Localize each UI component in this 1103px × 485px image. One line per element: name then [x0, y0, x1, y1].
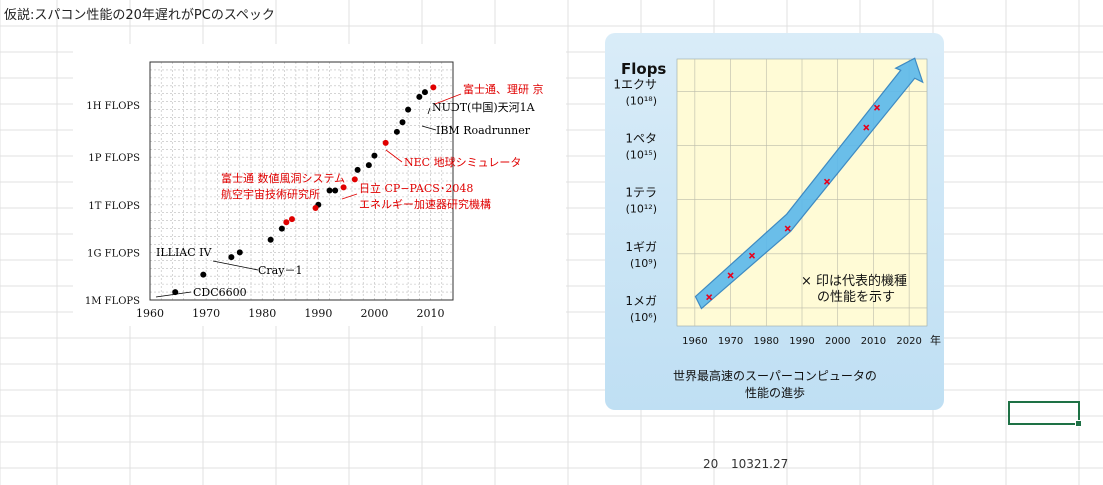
chart2-y-axis-title: Flops: [621, 60, 666, 78]
chart1-point-black: [326, 187, 333, 194]
cell-year-value[interactable]: 20: [703, 457, 719, 471]
chart2-marker-x: [706, 294, 713, 301]
chart2-marker-x: [748, 252, 756, 259]
chart2-caption-line1: 世界最高速のスーパーコンピュータの: [673, 368, 877, 383]
chart1-annotation: NUDT(中国)天河1A: [432, 101, 536, 114]
chart1-x-tick: 1960: [136, 307, 164, 320]
chart1-point-black: [228, 254, 235, 261]
chart1-annotation: 富士通、理研 京: [463, 82, 544, 96]
chart1-point-red: [283, 219, 290, 226]
chart1-y-tick: 1G FLOPS: [87, 248, 140, 259]
cell-number-value[interactable]: 10321.27: [731, 457, 789, 471]
chart1-point-black: [354, 166, 361, 173]
chart2-y-tick: 1ギガ: [625, 240, 657, 254]
chart1-point-red: [340, 184, 347, 191]
chart2-y-tick: 1メガ: [625, 294, 657, 308]
chart2-legend-line1: × 印は代表的機種: [801, 273, 907, 289]
chart1-x-tick: 1990: [304, 307, 332, 320]
chart1-point-black: [200, 271, 207, 278]
chart1-annotation-leader: [212, 260, 259, 271]
chart2-y-tick-exp: (10¹⁵): [626, 149, 657, 162]
chart2-marker-x: [863, 124, 870, 131]
chart1-annotation: 日立 CP−PACS･2048: [359, 181, 473, 195]
supercomputer-progress-figure[interactable]: Flops 1メガ (10⁶) 1ギガ (10⁹) 1テラ (10¹²) 1ペタ (10¹⁵) 1…: [605, 33, 944, 410]
chart1-point-red: [430, 84, 437, 91]
fill-handle[interactable]: [1075, 420, 1082, 427]
chart1-annotation: IBM Roadrunner: [436, 124, 531, 137]
chart1-point-black: [405, 106, 412, 113]
chart1-annotation-leader: [385, 149, 403, 163]
chart1-point-black: [236, 249, 243, 256]
chart2-x-tick: 1990: [789, 336, 814, 347]
chart1-x-tick: 2010: [417, 307, 445, 320]
chart1-point-black: [267, 236, 274, 243]
chart1-annotation-leader: [155, 291, 192, 298]
chart2-marker-x: [727, 272, 734, 279]
chart1-point-black: [278, 225, 285, 232]
supercomputer-history-plot: 1960 1970 1980 1990 2000 2010 1M FLOPS 1G FLOPS…: [85, 61, 544, 320]
chart1-point-black: [172, 289, 179, 296]
chart1-point-black: [393, 128, 400, 135]
chart1-annotation-leader: [434, 93, 462, 105]
chart2-x-tick: 1970: [718, 336, 743, 347]
chart2-y-tick: 1ペタ: [625, 132, 657, 146]
chart1-plot-frame: [149, 61, 454, 301]
chart1-x-tick: 1980: [248, 307, 276, 320]
chart2-y-tick-exp: (10⁶): [630, 311, 657, 324]
chart1-x-tick: 1970: [192, 307, 220, 320]
supercomputer-progress-plot: Flops 1メガ (10⁶) 1ギガ (10⁹) 1テラ (10¹²) 1ペタ (10¹⁵) 1…: [613, 57, 941, 400]
chart1-y-tick: 1H FLOPS: [86, 101, 140, 112]
chart2-x-tick: 1960: [682, 336, 707, 347]
chart1-point-black: [399, 119, 406, 126]
chart2-trend-arrow: [694, 57, 924, 310]
chart1-point-black: [416, 93, 423, 100]
chart1-point-black: [365, 162, 372, 169]
chart1-annotation-leader: [341, 193, 358, 200]
chart2-marker-x: [784, 225, 791, 232]
chart1-x-tick: 2000: [360, 307, 388, 320]
chart1-point-red: [312, 204, 319, 211]
chart1-y-tick: 1M FLOPS: [85, 296, 140, 307]
chart2-y-tick: 1エクサ: [613, 77, 657, 91]
chart2-x-tick: 2000: [825, 336, 850, 347]
chart1-annotation: ILLIAC IV: [156, 246, 213, 259]
chart2-x-tick: 2020: [896, 336, 921, 347]
chart2-y-tick-exp: (10¹²): [626, 203, 657, 216]
chart1-y-tick: 1T FLOPS: [88, 201, 140, 212]
chart1-annotation: Cray－1: [258, 264, 302, 277]
chart2-x-tick: 1980: [754, 336, 779, 347]
chart2-y-tick-exp: (10⁹): [630, 257, 657, 270]
chart1-annotation: 航空宇宙技術研究所: [221, 187, 320, 201]
chart1-point-red: [288, 216, 295, 223]
active-cell-cursor[interactable]: [1008, 401, 1082, 427]
chart1-annotation: エネルギー加速器研究機構: [359, 197, 491, 211]
chart1-point-red: [351, 176, 358, 183]
chart1-y-tick: 1P FLOPS: [88, 153, 140, 164]
chart1-annotation: NEC 地球シミュレータ: [404, 155, 521, 169]
sheet-title-cell[interactable]: 仮説:スパコン性能の20年遅れがPCのスペック: [4, 8, 275, 23]
chart2-y-tick: 1テラ: [625, 186, 657, 200]
chart1-annotation: 富士通 数値風洞システム: [221, 171, 345, 185]
chart1-annotation-leader: [427, 107, 431, 115]
chart2-marker-x: [873, 104, 881, 111]
chart1-point-red: [382, 139, 389, 146]
chart2-x-tick: 2010: [861, 336, 886, 347]
chart1-annotation-leader: [421, 125, 437, 131]
supercomputer-history-chart[interactable]: 1960 1970 1980 1990 2000 2010 1M FLOPS 1G FLOPS…: [73, 44, 566, 326]
chart2-y-tick-exp: (10¹⁸): [626, 94, 657, 107]
chart2-caption-line2: 性能の進歩: [745, 385, 805, 400]
chart1-point-black: [421, 89, 428, 96]
chart2-legend-line2: の性能を示す: [817, 290, 895, 305]
chart1-point-black: [371, 152, 378, 159]
chart1-point-black: [332, 187, 339, 194]
chart2-marker-x: [823, 178, 831, 185]
chart2-x-axis-unit: 年: [930, 333, 941, 347]
chart1-annotation: CDC6600: [193, 286, 247, 299]
